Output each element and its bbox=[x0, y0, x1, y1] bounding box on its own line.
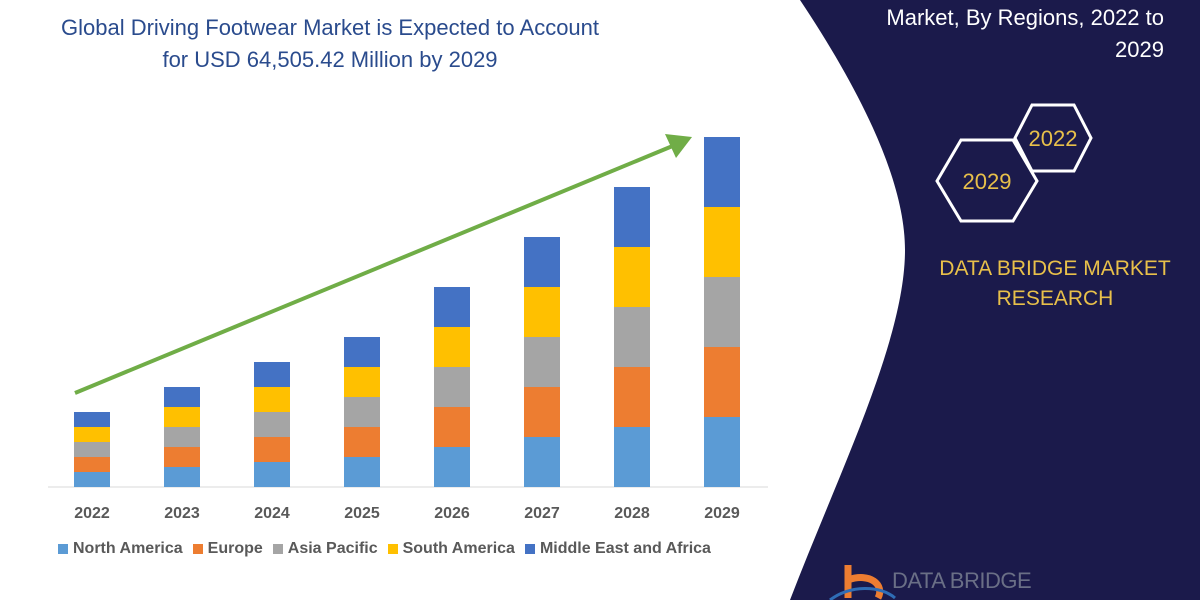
x-tick-labels: 2022 2023 2024 2025 2026 2027 2028 2029 bbox=[74, 505, 740, 522]
x-tick-label: 2028 bbox=[614, 505, 650, 522]
bar-2025-asia-pacific bbox=[344, 397, 380, 427]
bar-2027-south-america bbox=[524, 287, 560, 337]
bar-2024-middle-east-and-africa bbox=[254, 362, 290, 387]
bar-2025-south-america bbox=[344, 367, 380, 397]
x-tick-label: 2027 bbox=[524, 505, 560, 522]
legend-item: Middle East and Africa bbox=[524, 540, 711, 558]
hex-2029-label: 2029 bbox=[963, 169, 1012, 194]
legend-swatch bbox=[58, 544, 68, 554]
bar-2026-north-america bbox=[434, 447, 470, 487]
bar-2022-asia-pacific bbox=[74, 442, 110, 457]
bar-2023-south-america bbox=[164, 407, 200, 427]
legend-label: Europe bbox=[207, 540, 263, 557]
panel-title-line2: 2029 bbox=[1115, 37, 1164, 62]
brand-line1: DATA BRIDGE MARKET bbox=[939, 257, 1171, 280]
legend-swatch bbox=[387, 544, 398, 554]
bar-2026-europe bbox=[434, 407, 470, 447]
chart-title-line1: Global Driving Footwear Market is Expect… bbox=[60, 15, 600, 40]
bar-2023-middle-east-and-africa bbox=[164, 387, 200, 407]
bar-2028-north-america bbox=[614, 427, 650, 487]
bar-2023-north-america bbox=[164, 467, 200, 487]
bar-2028-middle-east-and-africa bbox=[614, 187, 650, 247]
legend-item: North America bbox=[58, 540, 183, 558]
bar-2027-europe bbox=[524, 387, 560, 437]
bar-2028-asia-pacific bbox=[614, 307, 650, 367]
x-tick-label: 2022 bbox=[74, 505, 110, 522]
legend-swatch bbox=[272, 544, 283, 554]
legend-swatch bbox=[524, 544, 535, 554]
bar-2028-south-america bbox=[614, 247, 650, 307]
bar-2024-south-america bbox=[254, 387, 290, 412]
x-tick-label: 2023 bbox=[164, 505, 200, 522]
bar-2029-asia-pacific bbox=[704, 277, 740, 347]
bar-2026-middle-east-and-africa bbox=[434, 287, 470, 327]
bar-2022-europe bbox=[74, 457, 110, 472]
bar-2027-north-america bbox=[524, 437, 560, 487]
bar-2029-europe bbox=[704, 347, 740, 417]
logo-text: DATA BRIDGE bbox=[892, 568, 1032, 593]
bar-2022-south-america bbox=[74, 427, 110, 442]
chart-title-line2: for USD 64,505.42 Million by 2029 bbox=[162, 47, 498, 72]
bar-2029-middle-east-and-africa bbox=[704, 137, 740, 207]
bar-2027-middle-east-and-africa bbox=[524, 237, 560, 287]
legend-label: South America bbox=[402, 540, 515, 557]
bar-2025-north-america bbox=[344, 457, 380, 487]
bar-2025-europe bbox=[344, 427, 380, 457]
bar-2024-north-america bbox=[254, 462, 290, 487]
hex-2022-label: 2022 bbox=[1029, 126, 1078, 151]
legend-item: Asia Pacific bbox=[272, 540, 378, 558]
legend-swatch bbox=[192, 544, 203, 554]
x-tick-label: 2029 bbox=[704, 505, 740, 522]
legend-item: Europe bbox=[192, 540, 263, 558]
legend-item: South America bbox=[387, 540, 515, 558]
hexagon-2029-icon bbox=[935, 138, 1039, 223]
x-tick-label: 2026 bbox=[434, 505, 470, 522]
bar-2022-north-america bbox=[74, 472, 110, 487]
trend-arrow bbox=[74, 134, 692, 395]
right-panel-background bbox=[790, 0, 1200, 600]
bar-2024-asia-pacific bbox=[254, 412, 290, 437]
x-tick-label: 2024 bbox=[254, 505, 290, 522]
legend-label: North America bbox=[73, 540, 183, 557]
chart-legend: North America Europe Asia Pacific South Ame… bbox=[58, 540, 711, 558]
x-tick-label: 2025 bbox=[344, 505, 380, 522]
bar-2022-middle-east-and-africa bbox=[74, 412, 110, 427]
bar-2028-europe bbox=[614, 367, 650, 427]
bar-2025-middle-east-and-africa bbox=[344, 337, 380, 367]
bar-2023-asia-pacific bbox=[164, 427, 200, 447]
brand-line2: RESEARCH bbox=[996, 287, 1114, 310]
bar-2023-europe bbox=[164, 447, 200, 467]
legend-label: Asia Pacific bbox=[287, 540, 378, 557]
bar-2026-south-america bbox=[434, 327, 470, 367]
bar-2029-north-america bbox=[704, 417, 740, 487]
legend-label: Middle East and Africa bbox=[539, 540, 711, 557]
bar-2024-europe bbox=[254, 437, 290, 462]
bar-2027-asia-pacific bbox=[524, 337, 560, 387]
panel-title-line1: Market, By Regions, 2022 to bbox=[886, 5, 1164, 30]
data-bridge-logo-icon bbox=[829, 565, 896, 600]
bar-2026-asia-pacific bbox=[434, 367, 470, 407]
bars-group bbox=[74, 137, 740, 487]
bar-2029-south-america bbox=[704, 207, 740, 277]
